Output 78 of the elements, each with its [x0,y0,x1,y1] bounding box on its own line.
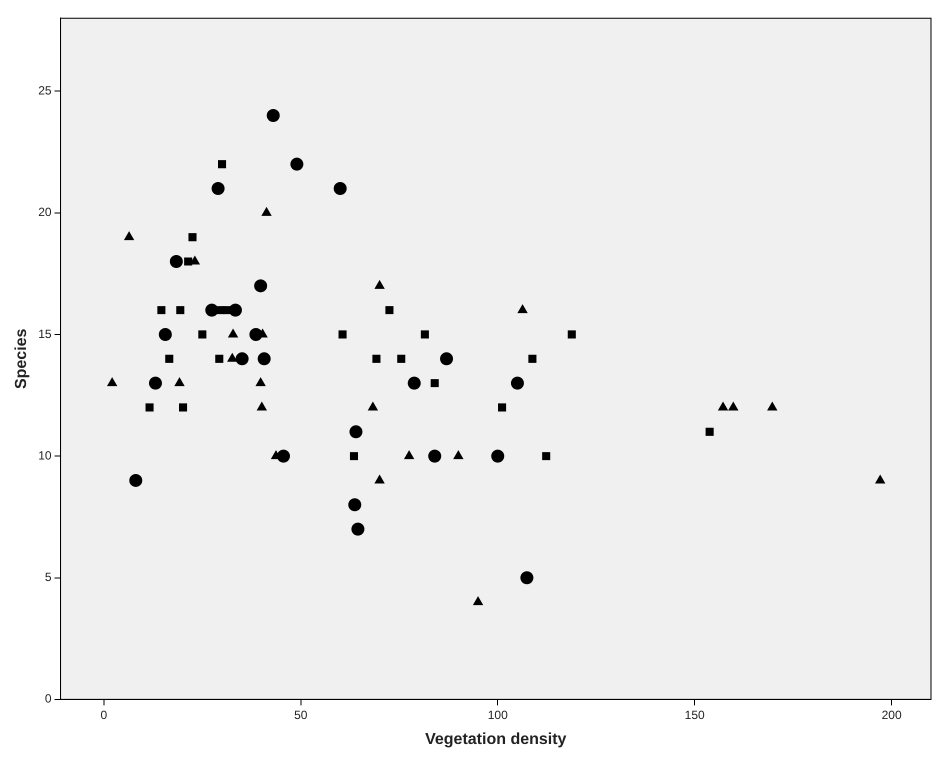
point [254,279,268,292]
y-tick-label: 25 [38,84,52,98]
point [218,160,226,168]
point [520,571,534,584]
y-tick-label: 20 [38,205,52,220]
point [767,402,778,410]
point [165,354,174,363]
point [124,232,134,240]
point [728,402,738,410]
point [368,402,378,410]
x-tick-label: 50 [294,708,308,722]
point [129,474,142,487]
point [428,450,442,463]
point [176,306,184,314]
point [215,354,224,363]
point [528,354,536,363]
point [385,306,394,314]
point [718,402,728,410]
point [440,352,454,366]
point [198,330,206,339]
point [542,452,550,460]
point [348,498,362,512]
x-tick-label: 200 [882,708,902,722]
point [374,280,384,289]
point [349,425,362,438]
point [706,428,714,436]
point [510,376,524,390]
x-tick-label: 100 [488,708,508,722]
point [170,254,183,268]
point [473,596,483,606]
y-tick-label: 15 [38,326,52,341]
point [262,207,272,216]
point [875,474,886,484]
point [404,450,414,460]
point [491,450,504,463]
point [420,330,429,339]
y-tick-label: 10 [38,448,52,462]
point [334,182,347,195]
point [276,450,290,463]
point [212,182,225,195]
y-tick-label: 5 [44,570,52,584]
x-tick-label: 150 [684,708,706,722]
point [228,328,238,338]
point [227,353,238,362]
point [256,402,267,410]
point [174,378,184,386]
point [372,354,380,363]
point [107,378,117,386]
point [498,403,506,412]
y-tick-label: 0 [44,692,52,706]
point [158,328,172,341]
y-axis-title: Species [13,328,30,390]
point [408,376,421,390]
point [188,233,197,242]
point [228,304,242,317]
x-axis-title: Vegetation density [425,730,567,748]
point [430,379,439,388]
point [351,522,364,536]
point [290,158,304,171]
point [256,378,266,386]
point [266,109,280,122]
point [338,330,347,339]
point [249,328,262,341]
point [184,257,192,266]
point [258,352,271,366]
point [454,450,464,460]
point [374,474,384,484]
point [146,403,154,412]
point [518,304,528,314]
point [148,376,162,390]
point [350,452,358,460]
point [236,352,249,366]
point [397,354,406,363]
x-tick-label: 0 [100,708,108,722]
point [157,306,166,314]
point [205,304,218,317]
point [179,403,188,412]
point [568,330,576,339]
